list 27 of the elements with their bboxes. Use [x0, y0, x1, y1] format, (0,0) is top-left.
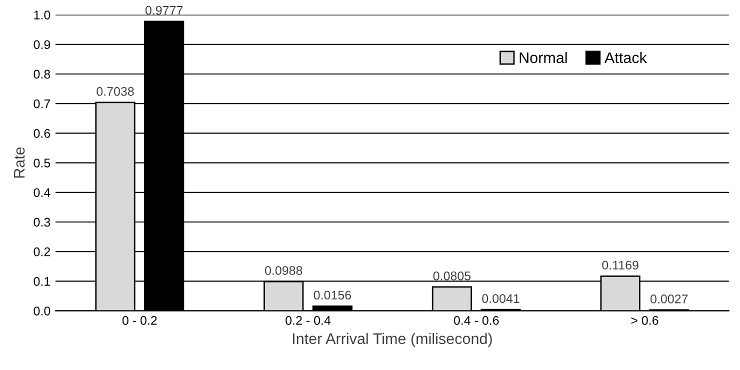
data-label: 0.0988: [264, 266, 302, 275]
data-label: 0.9777: [145, 6, 183, 15]
y-tick-label: 0.7: [34, 99, 50, 108]
y-tick-label: 0.3: [34, 218, 50, 227]
y-tick-label: 0.8: [34, 70, 50, 79]
y-axis-title: Rate: [14, 147, 25, 178]
y-tick-label: 0.9: [34, 40, 50, 50]
x-tick-label: 0.2 - 0.4: [286, 316, 331, 325]
data-label: 0.0156: [314, 290, 352, 300]
x-tick-label: 0.4 - 0.6: [454, 316, 499, 325]
data-label: 0.1169: [602, 260, 638, 270]
y-tick-label: 0.6: [34, 129, 50, 138]
legend-label: Normal: [520, 52, 567, 64]
data-label: 0.7038: [96, 86, 134, 96]
data-label: 0.0805: [433, 271, 471, 280]
y-tick-label: 0.1: [34, 277, 50, 286]
data-label: 0.0027: [650, 294, 688, 304]
x-axis-title: Inter Arrival Time (milisecond): [293, 332, 492, 348]
y-tick-label: 1.0: [34, 10, 50, 20]
legend-label: Attack: [604, 52, 647, 64]
x-tick-label: > 0.6: [631, 316, 658, 325]
y-tick-label: 0.4: [34, 188, 50, 198]
data-label: 0.0041: [482, 294, 520, 303]
y-tick-label: 0.0: [34, 306, 50, 316]
x-tick-label: 0 - 0.2: [122, 316, 157, 325]
y-tick-label: 0.5: [34, 158, 50, 168]
y-tick-label: 0.2: [34, 247, 50, 256]
